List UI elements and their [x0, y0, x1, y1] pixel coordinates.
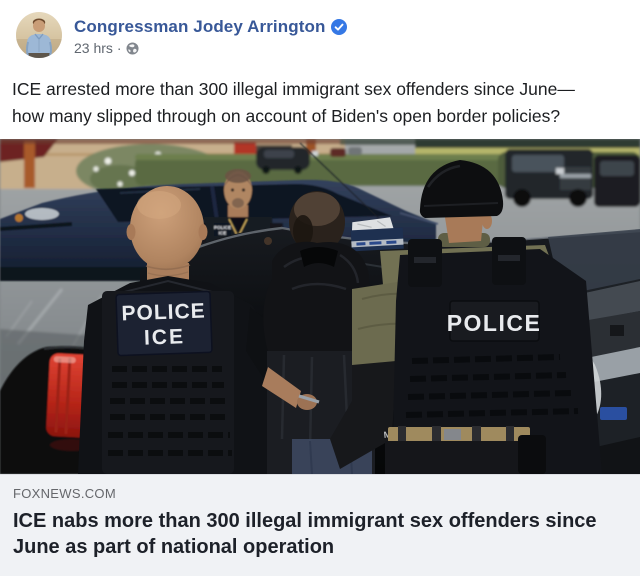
link-card-footer[interactable]: FOXNEWS.COM ICE nabs more than 300 illeg…: [0, 474, 640, 576]
avatar-photo: [16, 12, 62, 58]
link-headline[interactable]: ICE nabs more than 300 illegal immigrant…: [13, 508, 627, 560]
post-text-line1: ICE arrested more than 300 illegal immig…: [12, 79, 575, 99]
post-header: Congressman Jodey Arrington 23 hrs ·: [16, 12, 628, 58]
vest-patch-police-right: POLICE: [447, 310, 542, 336]
globe-public-icon: [126, 42, 139, 55]
vest-patch-police: POLICE: [121, 300, 206, 326]
meta-separator: ·: [116, 39, 122, 56]
arrestee: [262, 191, 375, 474]
link-domain: FOXNEWS.COM: [13, 486, 116, 501]
link-headline-line1: ICE nabs more than 300 illegal immigrant…: [13, 510, 597, 532]
link-attachment[interactable]: POLICE ICE: [0, 139, 640, 576]
article-photo[interactable]: POLICE ICE: [0, 139, 640, 474]
author-name[interactable]: Congressman Jodey Arrington: [74, 16, 326, 36]
tissue-box: [350, 217, 404, 252]
left-officer: POLICE ICE: [78, 186, 307, 474]
verified-badge-icon: [331, 18, 348, 35]
ice-arrest-photo: POLICE ICE: [0, 139, 640, 474]
chest-patch-police: POLICE: [214, 225, 231, 230]
timestamp[interactable]: 23 hrs: [74, 39, 113, 56]
right-officer: POLICE MIT: [330, 160, 602, 474]
avatar[interactable]: [16, 12, 62, 58]
chest-patch-ice: ICE: [219, 231, 227, 236]
post-text-line2: how many slipped through on account of B…: [12, 106, 561, 126]
link-headline-line2: June as part of national operation: [13, 536, 335, 558]
post-meta: 23 hrs ·: [74, 40, 347, 57]
post-text: ICE arrested more than 300 illegal immig…: [12, 76, 630, 130]
vest-patch-ice: ICE: [144, 325, 186, 349]
